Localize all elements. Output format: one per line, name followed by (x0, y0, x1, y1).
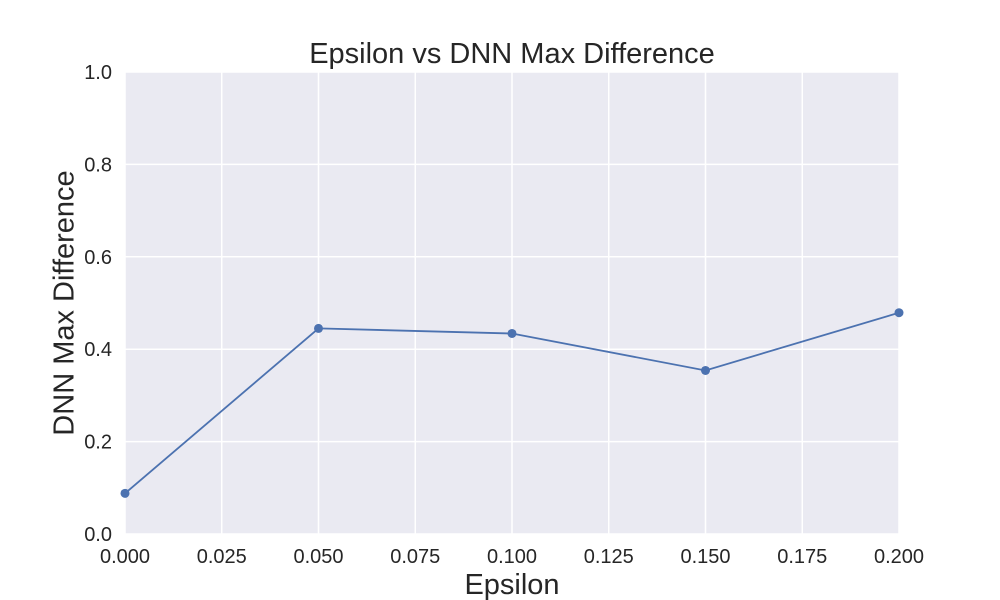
data-point (507, 328, 517, 338)
x-tick-labels: 0.000 0.025 0.050 0.075 0.100 0.125 0.150 0.175… (100, 546, 924, 568)
data-point (120, 488, 130, 498)
x-axis-label: Epsilon (464, 569, 559, 600)
series-layer (120, 308, 904, 498)
x-tick-label: 0.200 (874, 546, 924, 568)
y-axis-label: DNN Max Difference (49, 170, 81, 435)
y-tick-labels: 0.0 0.2 0.4 0.6 0.8 1.0 (84, 62, 112, 546)
y-tick-label: 0.4 (84, 339, 112, 361)
x-tick-label: 0.050 (293, 546, 343, 568)
x-tick-label: 0.000 (100, 546, 150, 568)
data-point (894, 308, 904, 318)
y-tick-label: 0.0 (84, 524, 112, 546)
y-tick-label: 0.8 (84, 154, 112, 176)
y-tick-label: 1.0 (84, 62, 112, 84)
data-point (314, 323, 323, 333)
y-tick-label: 0.2 (84, 432, 112, 454)
x-tick-label: 0.075 (390, 546, 440, 568)
x-gridlines (124, 72, 900, 534)
y-tick-label: 0.6 (84, 247, 112, 269)
x-tick-label: 0.125 (584, 546, 634, 568)
x-tick-label: 0.025 (197, 546, 247, 568)
chart-title: Epsilon vs DNN Max Difference (309, 38, 715, 70)
x-tick-label: 0.175 (777, 546, 827, 568)
x-tick-label: 0.150 (680, 546, 730, 568)
x-tick-label: 0.100 (487, 546, 537, 568)
y-gridlines (125, 71, 899, 535)
data-point (701, 365, 710, 375)
